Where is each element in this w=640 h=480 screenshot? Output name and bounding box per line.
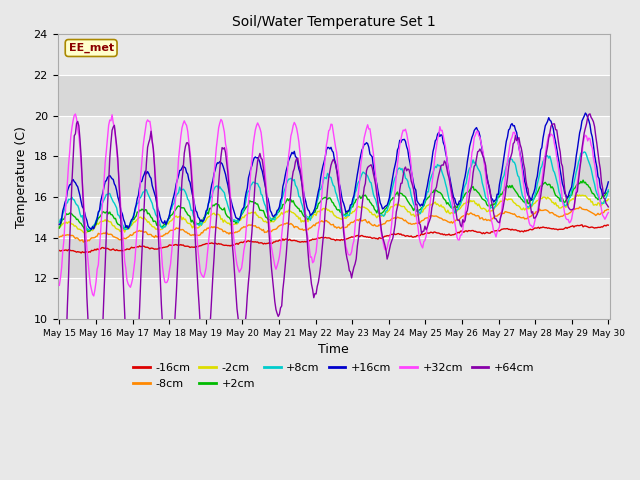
+32cm — [289, 123, 297, 129]
-16cm — [390, 231, 398, 237]
-16cm — [555, 227, 563, 232]
+32cm — [365, 126, 372, 132]
+64cm — [227, 199, 234, 204]
-8cm — [227, 231, 235, 237]
Bar — [58, 116, 610, 156]
+16cm — [604, 179, 612, 185]
-8cm — [56, 234, 63, 240]
-16cm — [227, 242, 235, 248]
+16cm — [227, 198, 235, 204]
Legend: -16cm, -8cm, -2cm, +2cm, +8cm, +16cm, +32cm, +64cm: -16cm, -8cm, -2cm, +2cm, +8cm, +16cm, +3… — [129, 359, 539, 393]
+8cm — [364, 173, 371, 179]
+8cm — [288, 176, 296, 182]
-16cm — [364, 234, 371, 240]
+8cm — [580, 149, 588, 155]
+32cm — [556, 180, 564, 186]
+2cm — [227, 219, 235, 225]
+32cm — [391, 187, 399, 192]
+8cm — [227, 214, 235, 219]
-2cm — [227, 221, 235, 227]
+8cm — [84, 227, 92, 233]
+16cm — [88, 227, 95, 232]
Title: Soil/Water Temperature Set 1: Soil/Water Temperature Set 1 — [232, 15, 436, 29]
+16cm — [460, 179, 468, 184]
+64cm — [56, 457, 63, 463]
Line: -16cm: -16cm — [60, 225, 608, 253]
+2cm — [364, 197, 371, 203]
+2cm — [84, 228, 92, 234]
Line: -2cm: -2cm — [60, 195, 608, 233]
-8cm — [288, 221, 296, 227]
+2cm — [555, 195, 563, 201]
Y-axis label: Temperature (C): Temperature (C) — [15, 126, 28, 228]
-2cm — [555, 205, 563, 211]
+32cm — [72, 111, 79, 117]
+32cm — [461, 211, 469, 217]
+32cm — [228, 221, 236, 227]
-16cm — [56, 248, 63, 253]
+2cm — [288, 199, 296, 205]
-2cm — [56, 225, 63, 230]
-2cm — [604, 196, 612, 202]
Line: -8cm: -8cm — [60, 207, 608, 242]
-2cm — [82, 230, 90, 236]
+64cm — [363, 168, 371, 174]
-2cm — [460, 201, 468, 206]
Bar — [58, 35, 610, 75]
-2cm — [390, 203, 398, 209]
+16cm — [390, 167, 398, 173]
-8cm — [364, 220, 371, 226]
-8cm — [576, 204, 584, 210]
-8cm — [604, 207, 612, 213]
Line: +32cm: +32cm — [60, 114, 608, 296]
-2cm — [288, 210, 296, 216]
-2cm — [364, 206, 371, 212]
-16cm — [77, 250, 85, 256]
+8cm — [555, 189, 563, 195]
Bar — [58, 156, 610, 197]
-2cm — [573, 192, 581, 198]
+64cm — [389, 235, 397, 241]
-8cm — [390, 215, 398, 221]
+2cm — [56, 225, 63, 231]
+8cm — [390, 178, 398, 184]
+16cm — [555, 159, 563, 165]
-8cm — [460, 213, 468, 218]
X-axis label: Time: Time — [319, 343, 349, 356]
Bar — [58, 278, 610, 319]
Text: EE_met: EE_met — [68, 43, 114, 53]
-16cm — [604, 222, 612, 228]
Bar — [58, 75, 610, 116]
-8cm — [555, 214, 563, 220]
Line: +64cm: +64cm — [60, 114, 608, 460]
+32cm — [90, 293, 97, 299]
+8cm — [56, 219, 63, 225]
+16cm — [364, 141, 371, 146]
Line: +8cm: +8cm — [60, 152, 608, 230]
Bar — [58, 238, 610, 278]
+64cm — [554, 135, 562, 141]
+16cm — [288, 149, 296, 155]
+16cm — [56, 221, 63, 227]
+32cm — [604, 210, 612, 216]
Bar — [58, 197, 610, 238]
-16cm — [460, 229, 468, 235]
Line: +16cm: +16cm — [60, 113, 608, 229]
+64cm — [287, 189, 294, 195]
+16cm — [582, 110, 589, 116]
-16cm — [288, 238, 296, 243]
+2cm — [460, 193, 468, 199]
+32cm — [56, 282, 63, 288]
+8cm — [460, 186, 468, 192]
+64cm — [586, 111, 594, 117]
-8cm — [79, 239, 87, 245]
Line: +2cm: +2cm — [60, 180, 608, 231]
-16cm — [578, 222, 586, 228]
+64cm — [604, 204, 612, 210]
+2cm — [604, 189, 612, 194]
+8cm — [604, 187, 612, 193]
+2cm — [390, 196, 398, 202]
+64cm — [459, 217, 467, 223]
+2cm — [579, 177, 587, 183]
